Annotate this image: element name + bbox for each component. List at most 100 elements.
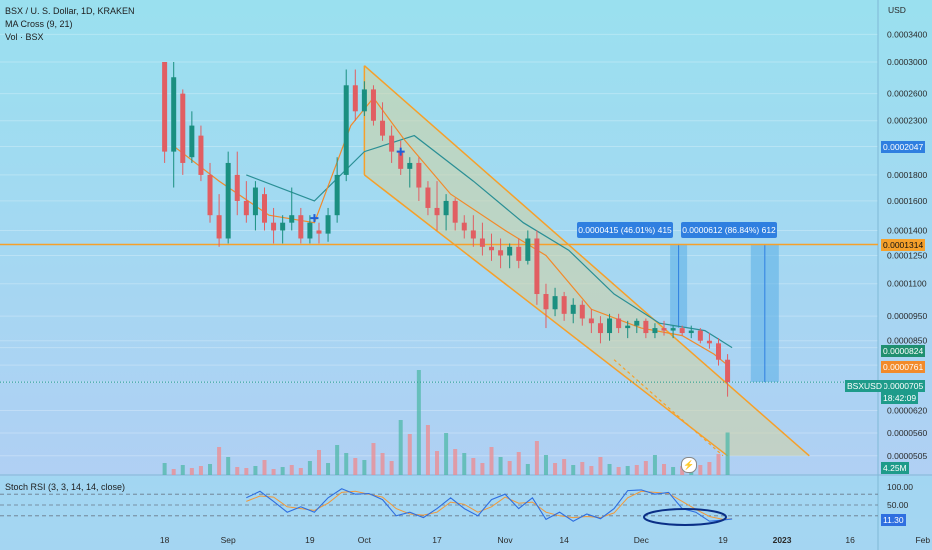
price-axis-label: 0.0000850 xyxy=(887,336,927,346)
measure-label-1[interactable]: 0.0000415 (46.01%) 415 xyxy=(577,222,673,238)
candle xyxy=(688,325,694,339)
volume-bar xyxy=(534,441,539,475)
candle xyxy=(507,243,513,269)
volume-bar xyxy=(162,463,167,475)
volume-bar xyxy=(725,432,730,475)
candle-body xyxy=(479,238,485,247)
volume-bar xyxy=(244,468,249,475)
volume-bar xyxy=(444,433,449,475)
volume-bar xyxy=(643,461,648,475)
candle-body xyxy=(389,135,395,152)
volume-bar xyxy=(189,468,194,475)
candle-body xyxy=(579,304,585,319)
candle-body xyxy=(534,238,540,295)
volume-bar xyxy=(389,461,394,475)
volume-bar xyxy=(507,461,512,475)
volume-bar xyxy=(307,461,312,475)
countdown-badge: 18:42:09 xyxy=(881,392,919,404)
price-axis-label: 0.0001100 xyxy=(887,279,927,289)
volume-bar xyxy=(580,462,585,475)
volume-bar xyxy=(652,455,657,475)
ma-cross-legend[interactable]: MA Cross (9, 21) xyxy=(5,19,73,29)
measure-label-2[interactable]: 0.0000612 (86.84%) 612 xyxy=(681,222,777,238)
candle-body xyxy=(425,187,431,208)
candle xyxy=(670,325,676,339)
candle-body xyxy=(207,174,213,216)
candle xyxy=(189,111,195,163)
candle-body xyxy=(525,238,531,261)
candle xyxy=(725,354,731,397)
price-axis-label: 0.0002600 xyxy=(887,89,927,99)
ma-fast-badge: 0.0000761 xyxy=(881,361,926,373)
volume-bar xyxy=(253,466,258,475)
candle xyxy=(289,187,295,231)
candle xyxy=(516,238,522,269)
candle-body xyxy=(670,328,676,331)
candle-body xyxy=(289,215,295,223)
lightning-alert-icon[interactable]: ⚡ xyxy=(681,457,697,473)
volume-bar xyxy=(298,468,303,475)
time-axis-label: 18 xyxy=(160,535,170,545)
price-axis-label: 0.0001800 xyxy=(887,170,927,180)
volume-bar xyxy=(543,455,548,475)
volume-bar xyxy=(398,420,403,475)
candle-body xyxy=(561,296,567,314)
candle xyxy=(588,309,594,334)
volume-bar xyxy=(707,462,712,475)
time-axis-label: 14 xyxy=(559,535,569,545)
candle-body xyxy=(661,328,667,331)
rsi-pane-bg xyxy=(0,476,932,550)
stoch-rsi-legend[interactable]: Stoch RSI (3, 3, 14, 14, close) xyxy=(5,482,126,492)
candle xyxy=(461,215,467,239)
candle-body xyxy=(243,200,249,216)
volume-bar xyxy=(625,466,630,475)
channel-dashed-line xyxy=(613,359,724,457)
volume-bar xyxy=(671,467,676,475)
candle xyxy=(361,81,367,116)
volume-bar xyxy=(516,452,521,475)
ma-fast-line xyxy=(173,96,728,366)
price-axis-label: 0.0000620 xyxy=(887,405,927,415)
time-axis-label: 16 xyxy=(845,535,855,545)
candle-body xyxy=(334,174,340,216)
candle-body xyxy=(298,215,304,239)
candle-body xyxy=(198,135,204,175)
volume-legend[interactable]: Vol · BSX xyxy=(5,32,44,42)
volume-bar xyxy=(589,466,594,475)
candle xyxy=(661,320,667,336)
candle-body xyxy=(361,89,367,112)
stoch-k-line xyxy=(246,488,733,522)
candle xyxy=(389,125,395,163)
candle-body xyxy=(225,162,231,239)
candle xyxy=(479,222,485,256)
level-badge: 0.0002047 xyxy=(881,141,926,153)
candle xyxy=(162,62,168,163)
candle xyxy=(607,313,613,341)
candle-body xyxy=(189,125,195,158)
volume-bar xyxy=(371,443,376,475)
price-axis-label: 0.0003000 xyxy=(887,57,927,67)
volume-bar xyxy=(562,459,567,475)
time-axis-label: 19 xyxy=(305,535,315,545)
candle xyxy=(271,207,277,244)
volume-bar xyxy=(326,463,331,475)
symbol-title[interactable]: BSX / U. S. Dollar, 1D, KRAKEN xyxy=(5,6,135,16)
candle xyxy=(180,89,186,175)
hline-badge: 0.0001314 xyxy=(881,239,926,251)
volume-bar xyxy=(489,447,494,475)
candle-body xyxy=(271,222,277,231)
rsi-axis-label: 50.00 xyxy=(887,500,909,510)
volume-bar xyxy=(425,425,430,475)
candle-body xyxy=(162,62,168,152)
volume-bar xyxy=(226,457,231,475)
volume-bar xyxy=(698,465,703,475)
candle-body xyxy=(461,222,467,231)
volume-bar xyxy=(262,460,267,475)
candle xyxy=(407,157,413,188)
price-badge: 0.0000705 xyxy=(881,380,926,392)
candle-body xyxy=(634,320,640,326)
symbol-badge: BSXUSD xyxy=(845,380,884,392)
currency-label: USD xyxy=(888,5,906,15)
